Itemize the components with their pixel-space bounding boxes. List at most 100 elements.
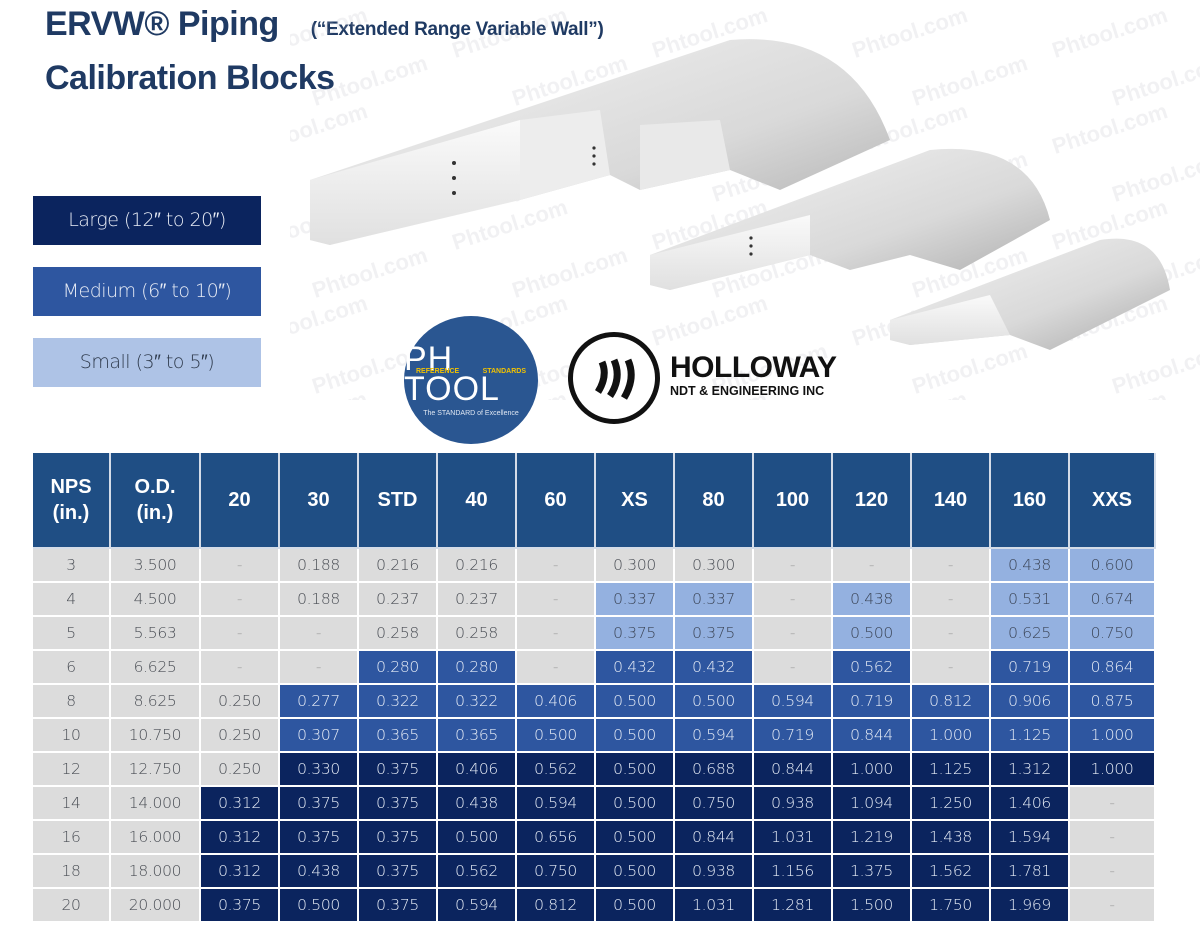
thickness-cell: 0.375 [594, 615, 675, 651]
table-row: 4 4.500-0.188 0.237 0.237-0.337 0.337-0.438-… [33, 581, 1156, 617]
calibration-blocks-illustration [310, 39, 1170, 350]
column-header: 40 [436, 453, 517, 549]
thickness-cell: 0.300 [594, 547, 675, 583]
thickness-cell: 0.307 [278, 717, 359, 753]
thickness-cell: - [1068, 819, 1156, 855]
thickness-cell: 0.500 [436, 819, 517, 855]
thickness-cell: 1.031 [673, 887, 754, 923]
od-cell: 12.750 [109, 751, 201, 787]
thickness-cell: 1.125 [910, 751, 991, 787]
title-subtitle: (“Extended Range Variable Wall”) [310, 19, 604, 40]
holloway-logo-text: HOLLOWAY NDT & ENGINEERING INC [670, 353, 837, 399]
thickness-cell: 0.375 [673, 615, 754, 651]
thickness-cell: - [199, 649, 280, 685]
thickness-cell: 0.594 [515, 785, 596, 821]
thickness-cell: 0.594 [673, 717, 754, 753]
thickness-cell: 0.375 [278, 785, 359, 821]
column-header: 140 [910, 453, 991, 549]
ph-tool-logo: PH TOOL REFERENCE STANDARDS The STANDARD… [404, 316, 538, 444]
thickness-cell: 0.864 [1068, 649, 1156, 685]
thickness-cell: - [199, 547, 280, 583]
ph-tool-band: REFERENCE STANDARDS [416, 368, 526, 375]
thickness-cell: 0.406 [436, 751, 517, 787]
ph-tool-band-right: STANDARDS [482, 368, 526, 375]
thickness-cell: 0.625 [989, 615, 1070, 651]
thickness-cell: 0.237 [436, 581, 517, 617]
thickness-cell: 0.406 [515, 683, 596, 719]
legend-medium: Medium (6″ to 10″) [33, 267, 261, 316]
thickness-cell: 1.312 [989, 751, 1070, 787]
thickness-cell: 1.000 [831, 751, 912, 787]
thickness-cell: 0.656 [515, 819, 596, 855]
thickness-cell: 0.500 [594, 751, 675, 787]
thickness-cell: - [515, 615, 596, 651]
thickness-cell: 0.432 [594, 649, 675, 685]
thickness-cell: - [1068, 785, 1156, 821]
thickness-cell: 0.750 [1068, 615, 1156, 651]
thickness-cell: 1.500 [831, 887, 912, 923]
thickness-cell: 0.594 [752, 683, 833, 719]
thickness-cell: 1.438 [910, 819, 991, 855]
nps-cell: 16 [33, 819, 111, 855]
thickness-cell: 0.500 [594, 683, 675, 719]
ph-tool-band-left: REFERENCE [416, 368, 460, 375]
thickness-cell: 0.500 [278, 887, 359, 923]
table-header-row: NPS (in.) O.D. (in.) 20 30 STD 40 60 XS 80 100 120 14… [33, 453, 1156, 549]
thickness-cell: 0.337 [594, 581, 675, 617]
column-header: O.D. (in.) [109, 453, 201, 549]
nps-cell: 18 [33, 853, 111, 889]
thickness-cell: - [910, 581, 991, 617]
thickness-cell: - [278, 615, 359, 651]
thickness-cell: 0.875 [1068, 683, 1156, 719]
thickness-cell: 1.406 [989, 785, 1070, 821]
thickness-cell: - [752, 581, 833, 617]
od-cell: 20.000 [109, 887, 201, 923]
thickness-cell: 0.216 [357, 547, 438, 583]
od-cell: 16.000 [109, 819, 201, 855]
od-cell: 4.500 [109, 581, 201, 617]
thickness-cell: 0.500 [594, 785, 675, 821]
thickness-cell: 0.500 [831, 615, 912, 651]
thickness-cell: 0.312 [199, 785, 280, 821]
thickness-cell: 1.156 [752, 853, 833, 889]
nps-cell: 5 [33, 615, 111, 651]
thickness-cell: 0.300 [673, 547, 754, 583]
thickness-cell: 0.375 [357, 819, 438, 855]
table-row: 12 12.750 0.250 0.330 0.375 0.406 0.562 0.500 0.… [33, 751, 1156, 787]
page-title: ERVW® Piping (“Extended Range Variable W… [45, 4, 604, 98]
column-header: 20 [199, 453, 280, 549]
thickness-cell: - [752, 547, 833, 583]
thickness-cell: 0.844 [752, 751, 833, 787]
column-header: 80 [673, 453, 754, 549]
thickness-cell: - [831, 547, 912, 583]
od-cell: 18.000 [109, 853, 201, 889]
nps-cell: 3 [33, 547, 111, 583]
table-row: 10 10.750 0.250 0.307 0.365 0.365 0.500 0.500 0.… [33, 717, 1156, 753]
nps-cell: 12 [33, 751, 111, 787]
thickness-cell: 0.500 [594, 819, 675, 855]
od-cell: 6.625 [109, 649, 201, 685]
thickness-cell: 0.688 [673, 751, 754, 787]
thickness-cell: 0.750 [515, 853, 596, 889]
table-row: 14 14.000 0.312 0.375 0.375 0.438 0.594 0.500 0.… [33, 785, 1156, 821]
thickness-cell: - [910, 615, 991, 651]
thickness-cell: 0.330 [278, 751, 359, 787]
table-row: 6 6.625- -0.280 0.280-0.432 0.432-0.562-0.71… [33, 649, 1156, 685]
thickness-cell: 1.594 [989, 819, 1070, 855]
column-header: 100 [752, 453, 833, 549]
column-header: XS [594, 453, 675, 549]
thickness-cell: 1.750 [910, 887, 991, 923]
nps-cell: 10 [33, 717, 111, 753]
od-cell: 3.500 [109, 547, 201, 583]
thickness-cell: 1.094 [831, 785, 912, 821]
thickness-cell: - [752, 615, 833, 651]
thickness-cell: - [199, 581, 280, 617]
column-header: NPS (in.) [33, 453, 111, 549]
thickness-cell: 0.719 [989, 649, 1070, 685]
thickness-cell: 1.250 [910, 785, 991, 821]
thickness-cell: 1.000 [1068, 751, 1156, 787]
thickness-cell: 0.938 [752, 785, 833, 821]
ph-tool-wordmark: PH TOOL [404, 339, 500, 408]
thickness-cell: 1.281 [752, 887, 833, 923]
calibration-blocks-image: Phtool.com Phtool.com Phtool.com Phtool.com… [290, 0, 1200, 400]
